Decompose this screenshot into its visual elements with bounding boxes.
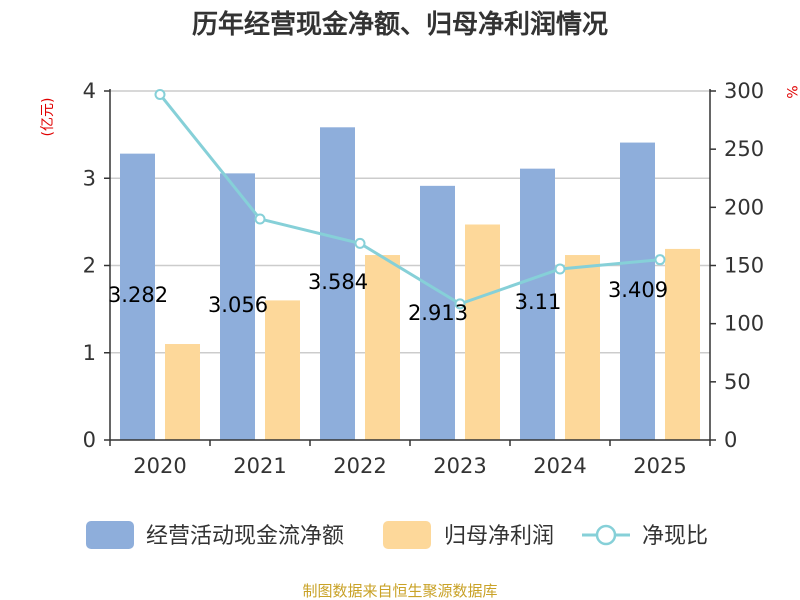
bar-cash-flow (120, 153, 155, 440)
legend-swatch-marker (595, 524, 617, 546)
y-right-axis-label: % (783, 85, 799, 98)
y-left-tick-label: 0 (83, 428, 96, 452)
line-net-cash-ratio (158, 93, 661, 306)
data-label: 3.056 (208, 293, 268, 317)
y-right-tick-label: 100 (724, 312, 764, 336)
bar-cash-flow (220, 173, 255, 440)
data-labels: 3.282 3.056 3.584 2.913 3.11 3.409 (108, 270, 668, 325)
y-right-tick-label: 300 (724, 79, 764, 103)
x-tick-label: 2025 (633, 454, 686, 478)
chart-title: 历年经营现金净额、归母净利润情况 (192, 9, 608, 40)
y-right-tick-label: 200 (724, 195, 764, 219)
data-label: 2.913 (408, 301, 468, 325)
x-tick-label: 2020 (133, 454, 186, 478)
y-left-tick-label: 4 (83, 79, 96, 103)
y-left-tick-label: 1 (83, 341, 96, 365)
y-right-tick-label: 150 (724, 254, 764, 278)
y-right-tick-label: 250 (724, 137, 764, 161)
y-right-tick-label: 0 (724, 428, 737, 452)
line-point (654, 254, 666, 266)
y-left-tick-label: 2 (83, 254, 96, 278)
line-point (254, 213, 266, 225)
line-point (554, 263, 566, 275)
legend-swatch-net-profit (383, 521, 431, 549)
legend-label-net-profit: 归母净利润 (444, 524, 554, 549)
line-point (154, 88, 166, 100)
x-tick-label: 2024 (533, 454, 586, 478)
bar-cash-flow (420, 185, 455, 440)
bar-cash-flow (320, 127, 355, 441)
line-point (454, 298, 466, 310)
x-tick-label: 2022 (333, 454, 386, 478)
data-label: 3.409 (608, 278, 668, 302)
bar-net-profit (365, 255, 400, 440)
data-label: 3.282 (108, 283, 168, 307)
data-label: 3.584 (308, 270, 368, 294)
x-tick-label: 2021 (233, 454, 286, 478)
bar-cash-flow (620, 142, 655, 440)
legend-label-ratio: 净现比 (642, 524, 708, 549)
line-series (154, 88, 666, 310)
bar-net-profit (465, 224, 500, 440)
data-label: 3.11 (515, 290, 562, 314)
legend: 经营活动现金流净额 归母净利润 净现比 (86, 521, 708, 549)
legend-swatch-cash-flow (86, 521, 134, 549)
bar-net-profit (265, 300, 300, 440)
y-left-tick-label: 3 (83, 166, 96, 190)
legend-label-cash-flow: 经营活动现金流净额 (146, 524, 344, 549)
bar-net-profit (165, 344, 200, 440)
bar-net-profit (565, 255, 600, 440)
axes: 0 1 2 3 4 0 50 100 150 200 250 300 2020 2021 2022 2023 2… (83, 79, 764, 478)
bar-net-profit (665, 248, 700, 440)
bar-cash-flow (520, 168, 555, 440)
line-point (354, 237, 366, 249)
bar-series (120, 127, 700, 441)
y-left-axis-label: (亿元) (40, 98, 56, 137)
x-tick-label: 2023 (433, 454, 486, 478)
y-right-tick-label: 50 (724, 370, 751, 394)
source-note: 制图数据来自恒生聚源数据库 (302, 582, 497, 600)
